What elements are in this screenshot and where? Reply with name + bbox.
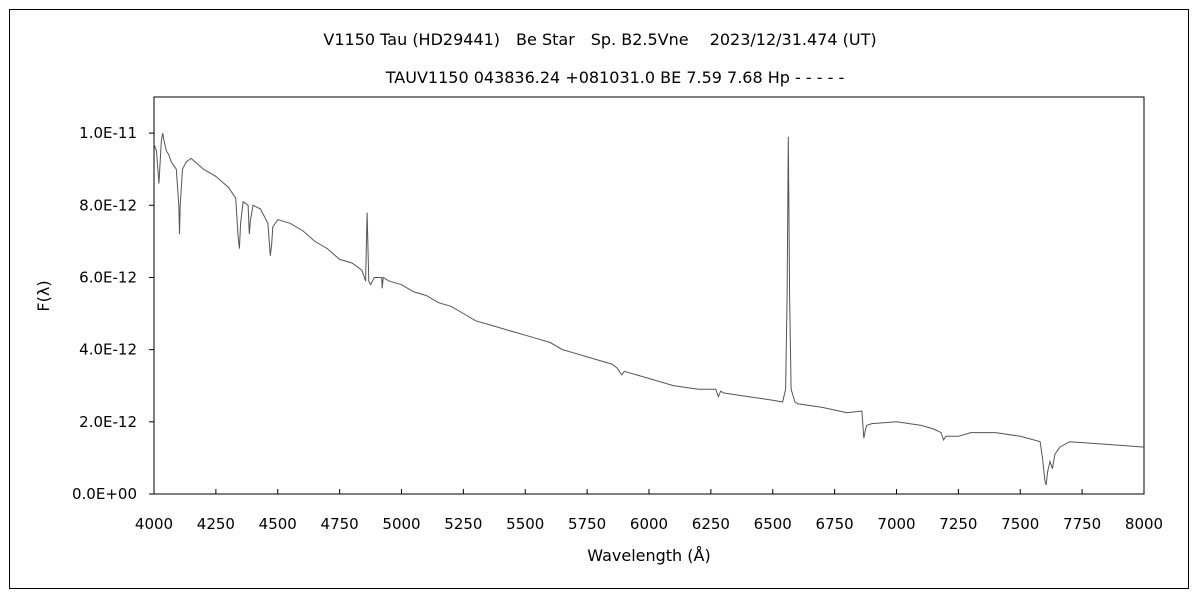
x-axis: 4000 4250 4500 4750 5000 5250 5500 5750 6000 6250… [135,489,1163,533]
y-tick-label: 2.0E-12 [79,413,137,431]
x-tick-label: 5250 [444,515,482,533]
x-tick-label: 5750 [568,515,606,533]
y-tick-label: 4.0E-12 [79,341,137,359]
y-tick-label: 8.0E-12 [79,196,137,214]
x-tick-label: 4000 [135,515,173,533]
chart-subtitle: TAUV1150 043836.24 +081031.0 BE 7.59 7.6… [385,68,844,87]
chart-title: V1150 Tau (HD29441) Be Star Sp. B2.5Vne … [323,30,876,49]
y-tick-label: 6.0E-12 [79,268,137,286]
y-axis-label: F(λ) [34,280,53,311]
chart-frame [9,9,1189,589]
spectrum-series-line [153,133,1145,486]
x-tick-label: 6750 [816,515,854,533]
plot-area [153,96,1145,495]
x-tick-label: 4750 [321,515,359,533]
x-tick-label: 5500 [506,515,544,533]
y-axis: 0.0E+00 2.0E-12 4.0E-12 6.0E-12 8.0E-12 1.0E-… [72,124,154,503]
x-tick-label: 6250 [692,515,730,533]
y-tick-label: 0.0E+00 [72,485,137,503]
x-axis-label: Wavelength (Å) [587,546,710,565]
x-tick-label: 6500 [754,515,792,533]
x-tick-label: 7000 [877,515,915,533]
x-tick-label: 4250 [197,515,235,533]
x-tick-label: 7500 [1001,515,1039,533]
x-tick-label: 8000 [1125,515,1163,533]
x-tick-label: 7750 [1063,515,1101,533]
x-tick-label: 5000 [382,515,420,533]
x-tick-label: 7250 [939,515,977,533]
x-tick-label: 4500 [259,515,297,533]
x-tick-label: 6000 [630,515,668,533]
y-tick-label: 1.0E-11 [79,124,137,142]
